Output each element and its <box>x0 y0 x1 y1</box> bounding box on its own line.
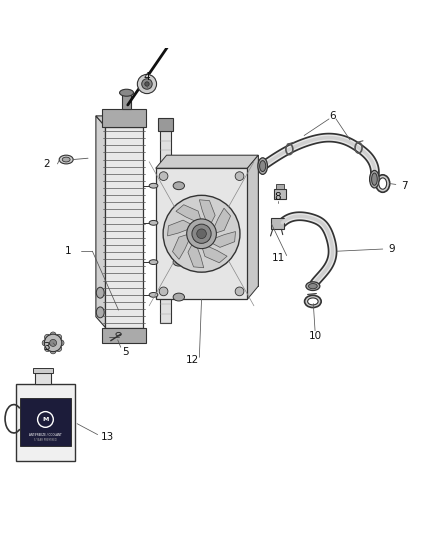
Circle shape <box>49 340 57 346</box>
Bar <box>276 184 284 189</box>
Circle shape <box>56 345 62 352</box>
Text: 2: 2 <box>43 159 50 169</box>
Text: ANTIFREEZE / COOLANT: ANTIFREEZE / COOLANT <box>29 433 62 437</box>
Ellipse shape <box>173 182 184 190</box>
Polygon shape <box>201 245 227 263</box>
Polygon shape <box>213 208 230 234</box>
Ellipse shape <box>306 282 320 290</box>
Ellipse shape <box>96 307 104 318</box>
Ellipse shape <box>173 258 184 266</box>
Bar <box>271 219 284 229</box>
Bar <box>16 384 75 461</box>
Circle shape <box>192 224 211 244</box>
Circle shape <box>187 219 216 248</box>
Ellipse shape <box>149 293 158 297</box>
Ellipse shape <box>149 260 158 264</box>
Bar <box>155 168 247 299</box>
Ellipse shape <box>59 155 73 164</box>
Text: 7: 7 <box>401 181 408 191</box>
Ellipse shape <box>371 173 377 185</box>
Ellipse shape <box>304 295 321 308</box>
Text: 10: 10 <box>308 332 321 341</box>
Ellipse shape <box>149 221 158 225</box>
Ellipse shape <box>379 178 387 189</box>
Ellipse shape <box>96 287 104 298</box>
Circle shape <box>159 172 168 181</box>
Circle shape <box>142 79 152 89</box>
Ellipse shape <box>370 171 379 188</box>
Text: 13: 13 <box>101 432 114 442</box>
Bar <box>35 374 51 384</box>
Bar <box>33 368 53 374</box>
Circle shape <box>50 348 56 354</box>
Text: 12: 12 <box>186 356 199 365</box>
Text: 3: 3 <box>43 342 50 352</box>
Polygon shape <box>199 200 215 225</box>
Bar <box>102 328 146 343</box>
Bar <box>20 398 71 446</box>
Bar <box>158 118 173 131</box>
Bar <box>274 189 286 199</box>
Text: 9: 9 <box>388 244 395 254</box>
Ellipse shape <box>116 333 121 336</box>
Circle shape <box>159 287 168 296</box>
Text: 8: 8 <box>275 192 281 201</box>
Circle shape <box>235 172 244 181</box>
Circle shape <box>235 287 244 296</box>
Circle shape <box>45 345 50 352</box>
Text: 4: 4 <box>144 71 150 82</box>
Ellipse shape <box>173 293 184 301</box>
Polygon shape <box>155 155 258 168</box>
Ellipse shape <box>258 158 268 174</box>
Circle shape <box>50 332 56 338</box>
Ellipse shape <box>149 183 158 188</box>
Polygon shape <box>168 220 193 236</box>
Circle shape <box>42 340 48 346</box>
Ellipse shape <box>62 157 70 162</box>
Circle shape <box>138 75 156 94</box>
Polygon shape <box>247 155 258 299</box>
Circle shape <box>197 229 206 239</box>
Ellipse shape <box>376 175 390 192</box>
Text: 6: 6 <box>329 111 336 121</box>
Text: 1: 1 <box>65 246 72 256</box>
Polygon shape <box>166 155 258 286</box>
Circle shape <box>58 340 64 346</box>
Circle shape <box>145 82 149 86</box>
Circle shape <box>56 334 62 341</box>
Polygon shape <box>96 116 106 328</box>
Text: 5 YEAR PREMIXED: 5 YEAR PREMIXED <box>34 438 57 442</box>
Bar <box>122 93 131 109</box>
Bar <box>160 131 171 323</box>
Text: 5: 5 <box>122 346 128 357</box>
Ellipse shape <box>308 284 317 289</box>
Polygon shape <box>188 242 204 268</box>
Ellipse shape <box>173 219 184 227</box>
Polygon shape <box>210 231 236 247</box>
Circle shape <box>44 334 62 352</box>
Text: 11: 11 <box>271 253 285 263</box>
Ellipse shape <box>260 160 266 172</box>
Bar <box>102 109 146 127</box>
Polygon shape <box>106 127 143 328</box>
Ellipse shape <box>120 89 134 96</box>
Circle shape <box>163 195 240 272</box>
Text: M: M <box>42 417 49 422</box>
Polygon shape <box>176 205 201 222</box>
Polygon shape <box>173 234 190 260</box>
Polygon shape <box>96 116 143 127</box>
Ellipse shape <box>307 298 318 305</box>
Circle shape <box>45 334 50 341</box>
